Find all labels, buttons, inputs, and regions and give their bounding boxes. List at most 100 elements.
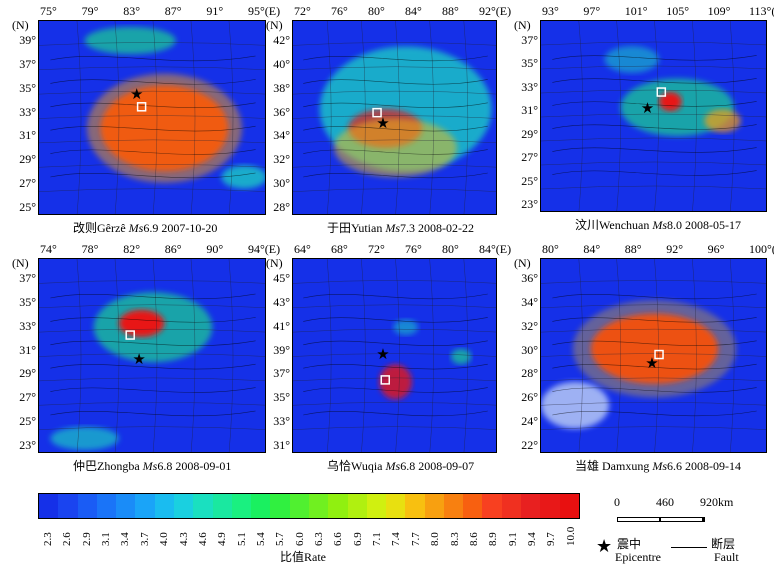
- epicentre-star-icon: ★: [132, 352, 146, 369]
- lat-unit-label: (N): [12, 256, 29, 270]
- scale-bar: 0 460 920km: [612, 495, 733, 525]
- lat-tick-label: 26°: [521, 390, 538, 405]
- lat-tick-label: 33°: [273, 414, 290, 429]
- colorbar-swatch: [193, 494, 213, 518]
- lat-tick-label: 23°: [521, 197, 538, 211]
- colorbar-swatch: [116, 494, 136, 518]
- lat-tick-label: 39°: [273, 342, 290, 357]
- lat-tick-label: 25°: [19, 200, 36, 214]
- lat-tick-label: 35°: [273, 390, 290, 405]
- lat-unit-label: (N): [12, 18, 29, 32]
- colorbar-swatch: [328, 494, 348, 518]
- colorbar-swatch: [96, 494, 117, 518]
- rate-map-zhongba: ★: [38, 258, 266, 453]
- lat-tick-label: 37°: [19, 56, 36, 71]
- panel-caption: 于田Yutian Ms7.3 2008-02-22: [327, 221, 475, 235]
- lon-tick-label: 91°: [206, 4, 224, 18]
- lat-tick-label: 32°: [273, 152, 290, 167]
- colorbar-tick-label: 4.3: [177, 532, 190, 546]
- colorbar-tick-label: 4.6: [196, 532, 209, 546]
- epicentre-star-icon: ★: [640, 101, 655, 118]
- lon-tick-label: 68°: [331, 242, 348, 256]
- lon-tick-label: 93°: [542, 4, 559, 18]
- colorbar-swatch: [559, 494, 579, 518]
- colorbar-swatch: [154, 494, 174, 518]
- colorbar-swatch: [173, 494, 194, 518]
- lat-unit-label: (N): [514, 18, 531, 32]
- colorbar-swatch: [386, 494, 406, 518]
- colorbar-tick-label: 2.6: [61, 532, 74, 546]
- lat-tick-label: 42°: [273, 33, 290, 47]
- colorbar-swatch: [58, 494, 78, 518]
- lon-tick-label: 78°: [81, 242, 99, 256]
- lon-tick-label: 97°: [583, 4, 601, 18]
- epicentre-star-icon: ★: [645, 356, 659, 373]
- lon-tick-label: 80°: [542, 242, 559, 256]
- lat-tick-label: 29°: [521, 126, 538, 141]
- rate-map-wenchuan: ★: [540, 20, 767, 212]
- colorbar-tick-label: 9.1: [506, 532, 519, 546]
- colorbar-tick-label: 5.7: [274, 532, 287, 546]
- lon-tick-label: 86°: [164, 242, 182, 256]
- colorbar-swatch: [540, 494, 560, 518]
- fault-line-icon: [671, 547, 707, 548]
- lon-tick-label: 82°: [123, 242, 140, 256]
- lat-tick-label: 34°: [521, 294, 538, 309]
- epicentre-star-icon: ★: [596, 536, 613, 556]
- colorbar-tick-label: 5.4: [254, 532, 267, 546]
- lon-tick-label: 72°: [294, 4, 311, 18]
- scale-label-920: 920km: [700, 495, 734, 509]
- lat-tick-label: 38°: [273, 80, 290, 95]
- colorbar-swatch: [521, 494, 541, 518]
- scale-segment-2: [660, 517, 703, 522]
- lon-tick-label: 87°: [164, 4, 182, 18]
- lat-tick-label: 35°: [19, 294, 36, 309]
- lat-tick-label: 22°: [521, 438, 538, 452]
- lon-tick-label: 64°: [294, 242, 311, 256]
- colorbar-swatch: [270, 494, 290, 518]
- lon-tick-label: 92°: [666, 242, 683, 256]
- lat-tick-label: 39°: [19, 33, 36, 47]
- colorbar-tick-label: 7.7: [409, 532, 422, 546]
- lat-tick-label: 27°: [19, 176, 36, 191]
- epicentre-label-en: Epicentre: [615, 550, 661, 564]
- lon-tick-label: 88°: [442, 4, 459, 18]
- lon-tick-label: 95°(E): [248, 4, 281, 18]
- lat-tick-label: 31°: [273, 438, 290, 452]
- panel-caption: 仲巴Zhongba Ms6.8 2008-09-01: [73, 459, 232, 473]
- colorbar-swatch: [424, 494, 444, 518]
- lat-tick-label: 31°: [19, 342, 36, 357]
- rate-map-gerze: ★: [38, 20, 266, 215]
- lon-tick-label: 90°: [206, 242, 224, 256]
- colorbar-swatch: [251, 494, 271, 518]
- lon-tick-label: 92°(E): [479, 4, 512, 18]
- colorbar-tick-label: 6.3: [313, 532, 325, 546]
- colorbar-swatch: [443, 494, 464, 518]
- lat-tick-label: 35°: [521, 56, 538, 71]
- rate-colorbar: [38, 493, 580, 519]
- lon-tick-label: 94°(E): [248, 242, 281, 256]
- lon-tick-label: 76°: [331, 4, 348, 18]
- fault-label-en: Fault: [714, 550, 739, 564]
- colorbar-swatch: [308, 494, 329, 518]
- colorbar-swatch: [135, 494, 155, 518]
- lat-tick-label: 28°: [273, 200, 290, 214]
- lat-unit-label: (N): [266, 256, 283, 270]
- lat-tick-label: 32°: [521, 318, 538, 333]
- panel-caption: 汶川Wenchuan Ms8.0 2008-05-17: [575, 218, 742, 232]
- lat-tick-label: 35°: [19, 80, 36, 95]
- lat-tick-label: 27°: [19, 390, 36, 405]
- colorbar-swatch: [231, 494, 252, 518]
- lat-unit-label: (N): [514, 256, 531, 270]
- lon-tick-label: 75°: [40, 4, 57, 18]
- colorbar-swatch: [289, 494, 309, 518]
- lat-unit-label: (N): [266, 18, 283, 32]
- colorbar-tick-label: 4.9: [216, 532, 229, 546]
- colorbar-tick-label: 3.4: [119, 532, 132, 546]
- lat-tick-label: 28°: [521, 366, 538, 381]
- scale-end: [703, 517, 705, 522]
- colorbar-swatch: [347, 494, 367, 518]
- colorbar-tick-label: 6.0: [293, 532, 306, 546]
- lat-tick-label: 25°: [521, 173, 538, 188]
- lat-tick-label: 31°: [521, 103, 538, 118]
